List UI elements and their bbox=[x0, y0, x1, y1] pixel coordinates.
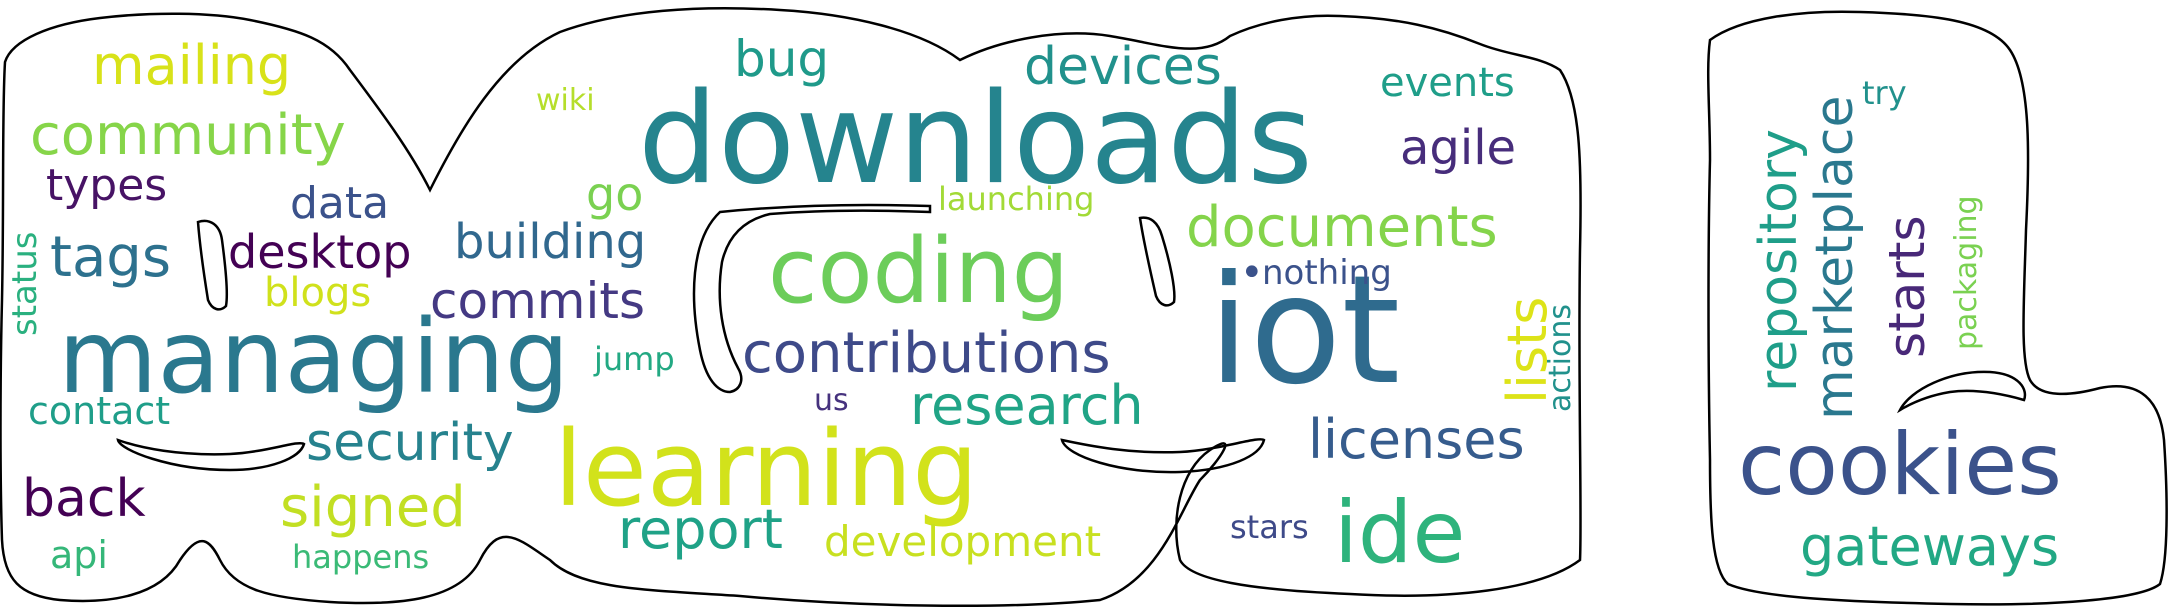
word-packaging: packaging bbox=[1949, 195, 1984, 350]
right-bubble-outline bbox=[1706, 10, 2168, 606]
word-mailing: mailing bbox=[92, 34, 291, 97]
word-gateways: gateways bbox=[1800, 515, 2059, 578]
bullet-dot-icon: • bbox=[1240, 250, 1264, 296]
word-licenses: licenses bbox=[1308, 408, 1525, 471]
word-types: types bbox=[46, 160, 167, 211]
bottom-left-notch-outline bbox=[116, 438, 306, 472]
center-arc-outline bbox=[692, 203, 932, 394]
bottom-center-notch-outline bbox=[1060, 438, 1266, 474]
word-actions: actions bbox=[1543, 304, 1578, 412]
word-wiki: wiki bbox=[536, 83, 595, 118]
word-learning: learning bbox=[554, 408, 978, 530]
word-blogs: blogs bbox=[264, 270, 371, 316]
word-go: go bbox=[586, 167, 643, 221]
word-contact: contact bbox=[28, 389, 170, 433]
word-status: status bbox=[5, 232, 45, 336]
word-building: building bbox=[454, 214, 646, 270]
left-bubble-outline bbox=[0, 7, 1582, 608]
word-api: api bbox=[50, 533, 108, 577]
word-devices: devices bbox=[1024, 37, 1222, 97]
word-bug: bug bbox=[734, 30, 829, 88]
word-development: development bbox=[824, 517, 1101, 566]
word-lists: lists bbox=[1496, 297, 1559, 404]
word-coding: coding bbox=[768, 219, 1069, 324]
word-stars: stars bbox=[1230, 508, 1309, 546]
word-try: try bbox=[1862, 74, 1907, 112]
word-jump: jump bbox=[593, 340, 675, 378]
word-back: back bbox=[22, 469, 146, 529]
word-ide: ide bbox=[1334, 483, 1465, 583]
center-slot-outline bbox=[1138, 216, 1176, 307]
word-starts: starts bbox=[1878, 215, 1936, 358]
word-security: security bbox=[306, 413, 514, 473]
word-community: community bbox=[30, 103, 346, 168]
word-data: data bbox=[290, 178, 389, 229]
word-tags: tags bbox=[50, 225, 171, 290]
word-nothing: nothing bbox=[1262, 253, 1392, 293]
word-commits: commits bbox=[430, 272, 645, 330]
word-research: research bbox=[910, 374, 1144, 437]
word-downloads: downloads bbox=[638, 65, 1313, 212]
word-cookies: cookies bbox=[1738, 415, 2062, 515]
word-desktop: desktop bbox=[228, 225, 411, 279]
word-repository: repository bbox=[1749, 129, 1809, 392]
left-slot-outline bbox=[196, 219, 229, 311]
right-notch-outline bbox=[1896, 370, 2027, 414]
word-agile: agile bbox=[1400, 120, 1516, 176]
word-us: us bbox=[814, 383, 849, 418]
word-launching: launching bbox=[938, 180, 1094, 218]
word-report: report bbox=[618, 498, 783, 561]
word-list: downloads iot managing learning coding c… bbox=[5, 30, 2062, 583]
word-documents: documents bbox=[1186, 195, 1498, 260]
word-signed: signed bbox=[280, 475, 466, 540]
word-events: events bbox=[1380, 60, 1515, 106]
word-marketplace: marketplace bbox=[1805, 96, 1865, 420]
word-iot: iot bbox=[1208, 244, 1400, 418]
word-managing: managing bbox=[58, 298, 570, 417]
word-contributions: contributions bbox=[742, 321, 1111, 386]
word-happens: happens bbox=[292, 538, 429, 576]
